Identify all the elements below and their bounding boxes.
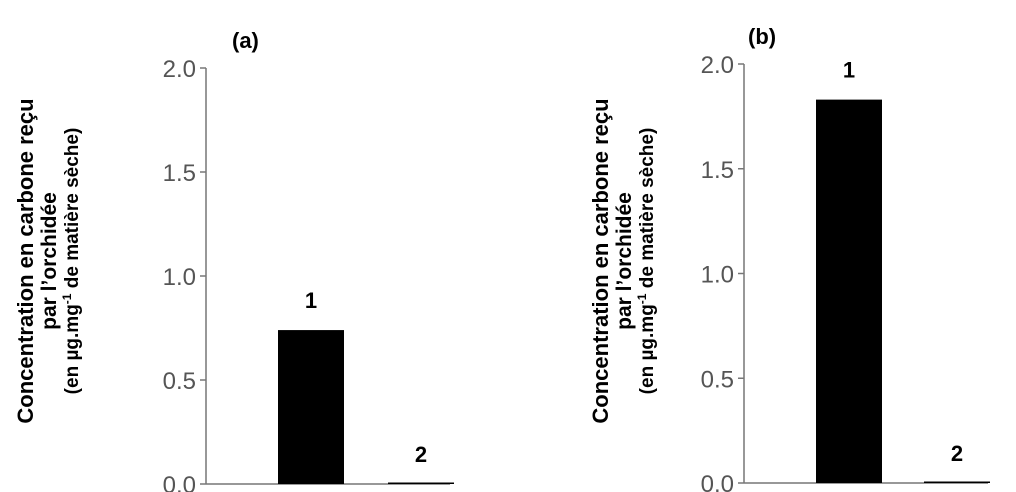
y-tick-label: 0.5 [701,366,734,393]
bar-chart-b: 0.0 0.5 1.0 1.5 2.0 1 2 [701,52,990,492]
y-tick-label: 0.0 [701,471,734,492]
bar-chart-a: 0.0 0.5 1.0 1.5 2.0 1 2 [163,56,454,492]
y-tick-label: 0.0 [163,472,196,492]
y-tick-label: 1.0 [701,262,734,289]
bar-label-1: 1 [843,58,855,83]
bar-1 [816,99,882,484]
chart-title-b: (b) [748,24,777,49]
bar-2 [924,481,990,483]
bar-label-2: 2 [951,441,963,466]
y-tick-label: 1.5 [163,160,196,187]
y-tick-label: 1.5 [701,157,734,184]
y-tick-label: 0.5 [163,368,196,395]
y-tick-label: 1.0 [163,264,196,291]
y-tick-label: 2.0 [163,56,196,83]
y-tick-label: 2.0 [701,52,734,79]
bar-label-2: 2 [415,442,427,467]
bar-1 [278,330,344,484]
chart-panel-a: Concentration en carbone reçu par l’orch… [0,0,470,492]
bar-2 [388,482,454,484]
bar-label-1: 1 [305,288,317,313]
chart-panel-b: Concentration en carbone reçu par l’orch… [560,0,1016,492]
chart-title-a: (a) [232,28,259,53]
